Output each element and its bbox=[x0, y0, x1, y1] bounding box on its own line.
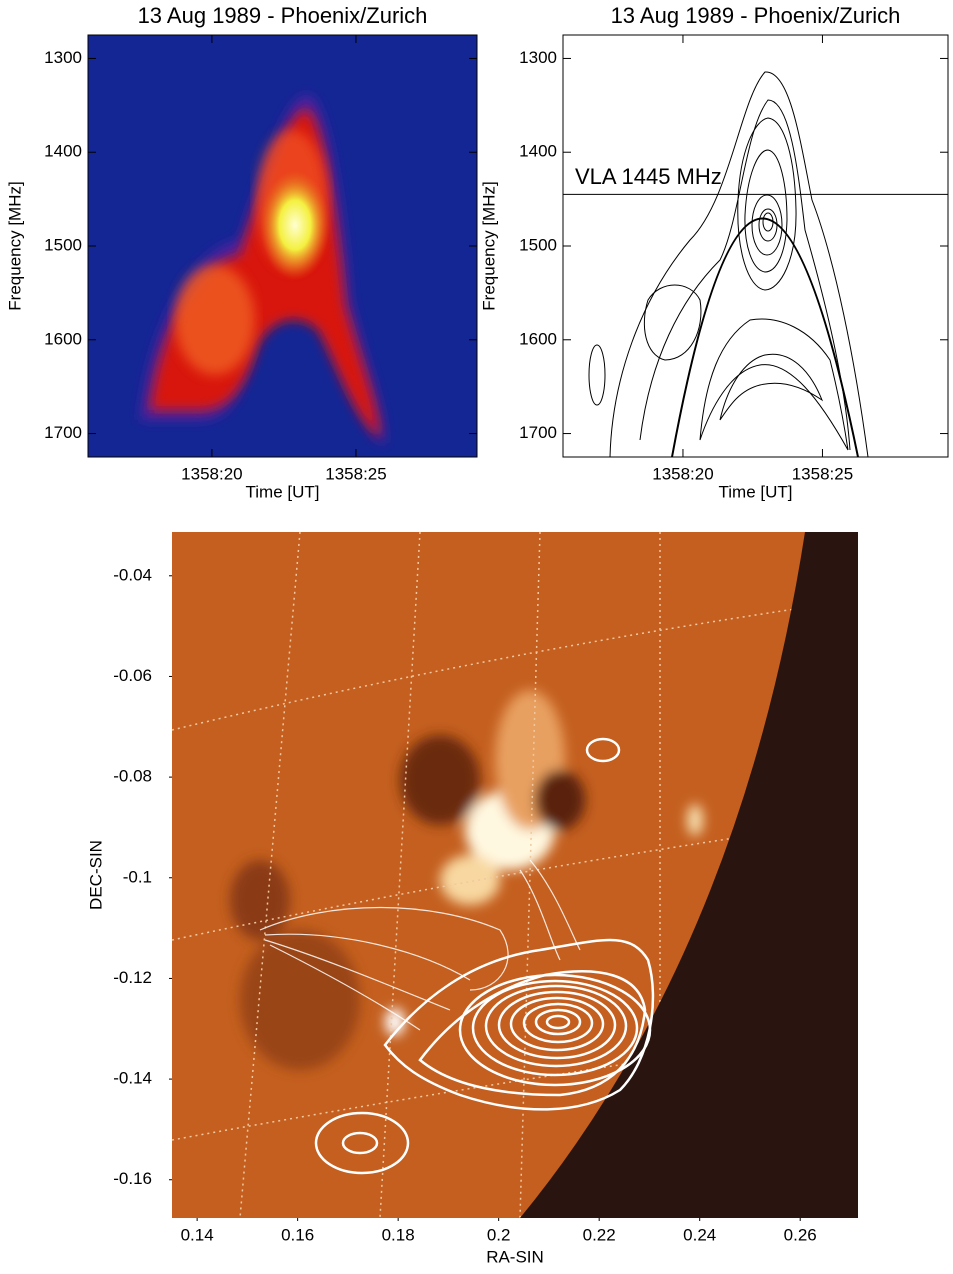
chart-title: 13 Aug 1989 - Phoenix/Zurich bbox=[611, 3, 901, 28]
y-tick-label: -0.04 bbox=[113, 565, 152, 584]
y-tick-label: 1300 bbox=[519, 48, 557, 67]
y-tick-label: 1700 bbox=[44, 423, 82, 442]
x-tick-label: 1358:20 bbox=[652, 464, 713, 483]
y-tick-label: 1700 bbox=[519, 423, 557, 442]
y-tick-label: -0.06 bbox=[113, 666, 152, 685]
x-tick-label: 1358:20 bbox=[181, 464, 242, 483]
y-tick-label: 1400 bbox=[44, 142, 82, 161]
x-tick-label: 1358:25 bbox=[792, 464, 853, 483]
x-tick-label: 0.16 bbox=[281, 1225, 314, 1244]
x-tick-label: 0.26 bbox=[784, 1225, 817, 1244]
y-tick-label: 1300 bbox=[44, 48, 82, 67]
y-tick-label: 1400 bbox=[519, 142, 557, 161]
x-axis-label: RA-SIN bbox=[486, 1247, 544, 1266]
y-axis-label: DEC-SIN bbox=[86, 840, 105, 910]
y-axis-label: Frequency [MHz] bbox=[479, 181, 498, 310]
y-tick-label: -0.08 bbox=[113, 767, 152, 786]
x-tick-label: 1358:25 bbox=[325, 464, 386, 483]
chart-title: 13 Aug 1989 - Phoenix/Zurich bbox=[138, 3, 428, 28]
y-tick-label: -0.1 bbox=[123, 867, 152, 886]
y-tick-label: 1500 bbox=[44, 235, 82, 254]
x-tick-label: 0.14 bbox=[181, 1225, 214, 1244]
x-tick-label: 0.2 bbox=[487, 1225, 511, 1244]
plot-frame bbox=[562, 34, 949, 458]
y-tick-label: 1500 bbox=[519, 235, 557, 254]
annotation-label: VLA 1445 MHz bbox=[575, 164, 722, 189]
x-tick-label: 0.24 bbox=[683, 1225, 716, 1244]
x-tick-label: 0.18 bbox=[382, 1225, 415, 1244]
spectrogram-image bbox=[88, 35, 477, 457]
y-tick-label: -0.16 bbox=[113, 1169, 152, 1188]
y-tick-label: 1600 bbox=[44, 329, 82, 348]
y-tick-label: -0.14 bbox=[113, 1069, 152, 1088]
y-tick-label: 1600 bbox=[519, 329, 557, 348]
x-axis-label: Time [UT] bbox=[719, 482, 793, 501]
magnetogram-image bbox=[172, 532, 858, 1218]
y-tick-label: -0.12 bbox=[113, 968, 152, 987]
x-axis-label: Time [UT] bbox=[246, 482, 320, 501]
x-tick-label: 0.22 bbox=[583, 1225, 616, 1244]
contour-image bbox=[588, 71, 869, 457]
y-axis-label: Frequency [MHz] bbox=[5, 181, 24, 310]
